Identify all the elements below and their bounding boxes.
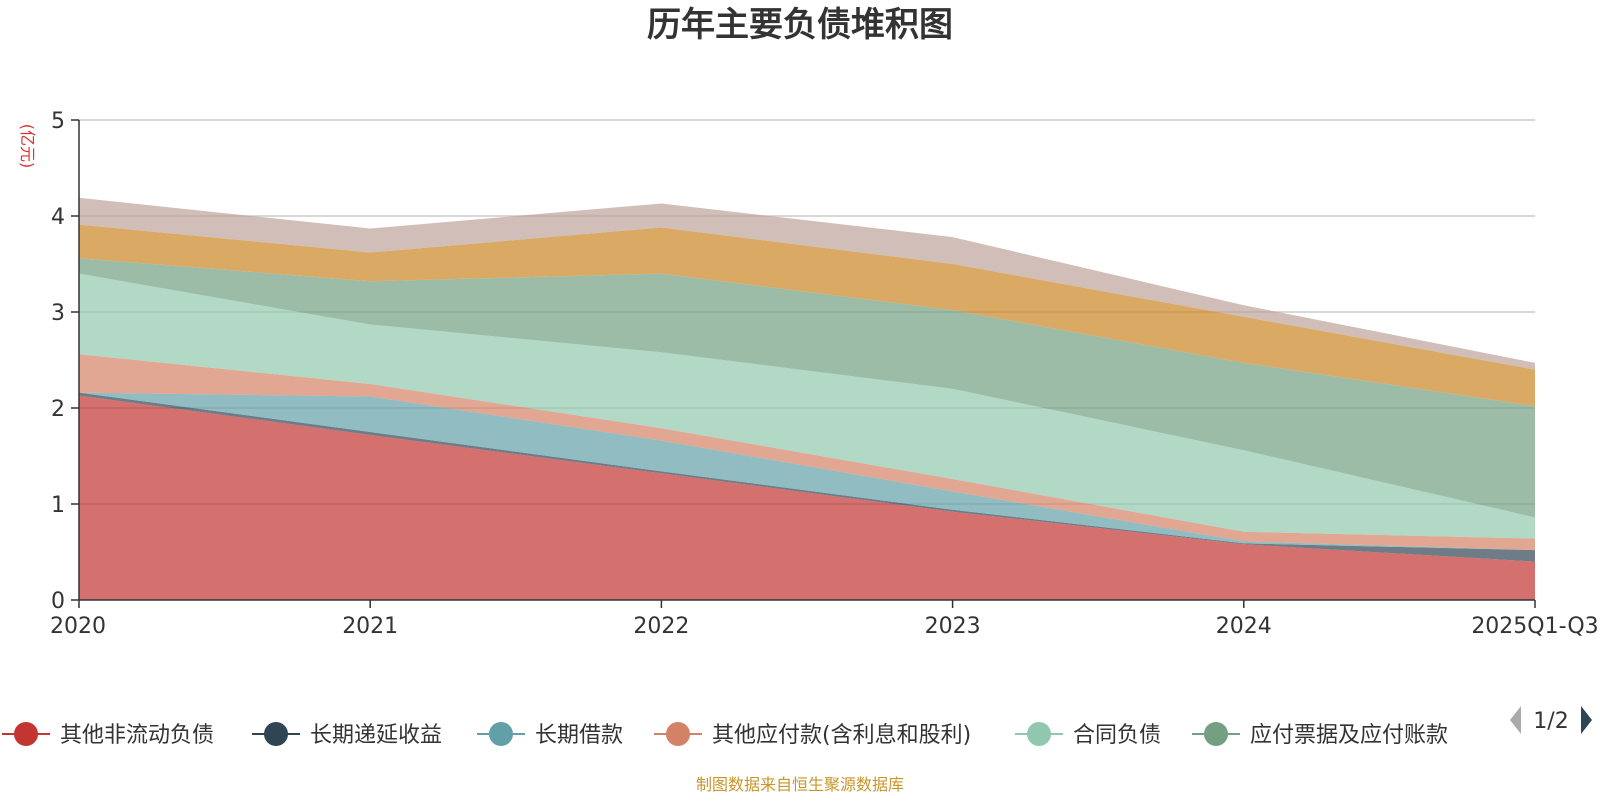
legend-prev-page-icon[interactable] <box>1510 706 1521 734</box>
legend: 其他非流动负债 长期递延收益 长期借款 其他应付款(含利息和股利) 合同负债 应付票据及应… <box>2 722 1448 748</box>
y-tick-label-5: 5 <box>51 109 65 134</box>
legend-marker-icon-4 <box>1027 722 1051 746</box>
legend-label-2: 长期借款 <box>535 723 623 748</box>
legend-item-3[interactable]: 其他应付款(含利息和股利) <box>654 722 971 748</box>
y-tick-label-4: 4 <box>51 205 65 230</box>
legend-next-page-icon[interactable] <box>1581 706 1592 734</box>
area-series-2 <box>79 392 1535 551</box>
legend-item-1[interactable]: 长期递延收益 <box>252 722 442 748</box>
legend-marker-icon-3 <box>666 722 690 746</box>
legend-label-5: 应付票据及应付账款 <box>1250 723 1448 748</box>
x-tick-label-4: 2024 <box>1216 614 1272 639</box>
legend-item-4[interactable]: 合同负债 <box>1015 722 1161 748</box>
y-tick-label-2: 2 <box>51 397 65 422</box>
area-series <box>79 197 1535 600</box>
legend-item-2[interactable]: 长期借款 <box>477 722 623 748</box>
area-series-0 <box>79 395 1535 600</box>
y-tick-label-0: 0 <box>51 589 65 614</box>
area-series-5 <box>79 258 1535 518</box>
legend-label-3: 其他应付款(含利息和股利) <box>712 723 971 748</box>
area-series-7 <box>79 197 1535 370</box>
legend-marker-icon-2 <box>489 722 513 746</box>
legend-item-5[interactable]: 应付票据及应付账款 <box>1192 722 1448 748</box>
legend-marker-icon-1 <box>264 722 288 746</box>
x-tick-label-5: 2025Q1-Q3 <box>1471 614 1598 639</box>
x-tick-label-1: 2021 <box>342 614 398 639</box>
legend-pager: 1/2 <box>1510 706 1592 734</box>
area-series-6 <box>79 224 1535 407</box>
x-tick-label-3: 2023 <box>925 614 981 639</box>
legend-item-0[interactable]: 其他非流动负债 <box>2 722 214 748</box>
x-tick-label-2: 2022 <box>633 614 689 639</box>
legend-label-1: 长期递延收益 <box>310 723 442 748</box>
legend-page-indicator: 1/2 <box>1533 709 1568 734</box>
chart-title: 历年主要负债堆积图 <box>647 5 953 45</box>
area-series-4 <box>79 273 1535 539</box>
area-series-3 <box>79 354 1535 551</box>
legend-marker-icon-0 <box>14 722 38 746</box>
legend-marker-icon-5 <box>1204 722 1228 746</box>
axes: 0 1 2 3 4 5 2020 2021 2022 2023 2024 2025Q1-Q3 <box>50 109 1599 639</box>
y-tick-label-3: 3 <box>51 301 65 326</box>
y-tick-label-1: 1 <box>51 493 65 518</box>
legend-label-0: 其他非流动负债 <box>60 723 214 748</box>
legend-label-4: 合同负债 <box>1073 723 1161 748</box>
x-tick-label-0: 2020 <box>50 614 106 639</box>
y-axis-unit: (亿元) <box>18 124 37 169</box>
data-source-note: 制图数据来自恒生聚源数据库 <box>696 775 904 794</box>
